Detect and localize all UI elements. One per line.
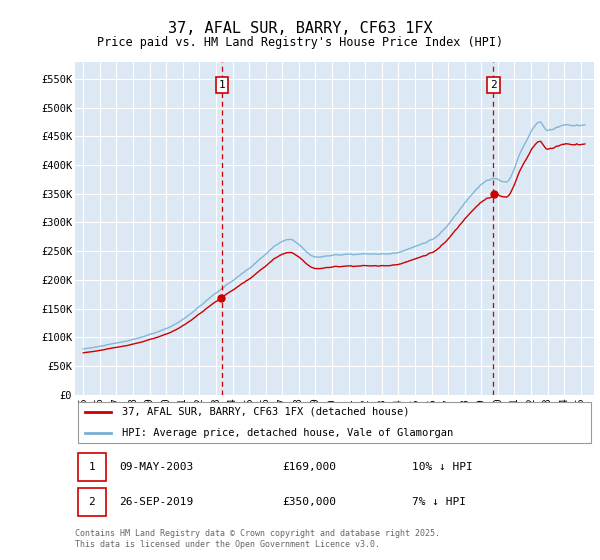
Text: 1: 1 (218, 80, 225, 90)
Text: Price paid vs. HM Land Registry's House Price Index (HPI): Price paid vs. HM Land Registry's House … (97, 36, 503, 49)
Text: HPI: Average price, detached house, Vale of Glamorgan: HPI: Average price, detached house, Vale… (122, 428, 453, 438)
Text: £169,000: £169,000 (283, 462, 337, 472)
Text: Contains HM Land Registry data © Crown copyright and database right 2025.
This d: Contains HM Land Registry data © Crown c… (75, 529, 440, 549)
Text: 09-MAY-2003: 09-MAY-2003 (119, 462, 193, 472)
Text: 7% ↓ HPI: 7% ↓ HPI (412, 497, 466, 507)
Text: 2: 2 (88, 497, 95, 507)
Text: 2: 2 (490, 80, 497, 90)
Text: 37, AFAL SUR, BARRY, CF63 1FX (detached house): 37, AFAL SUR, BARRY, CF63 1FX (detached … (122, 407, 409, 417)
Bar (77, 488, 106, 516)
Text: 10% ↓ HPI: 10% ↓ HPI (412, 462, 473, 472)
Text: 26-SEP-2019: 26-SEP-2019 (119, 497, 193, 507)
Text: £350,000: £350,000 (283, 497, 337, 507)
Text: 37, AFAL SUR, BARRY, CF63 1FX: 37, AFAL SUR, BARRY, CF63 1FX (167, 21, 433, 36)
Text: 1: 1 (88, 462, 95, 472)
Bar (77, 453, 106, 480)
